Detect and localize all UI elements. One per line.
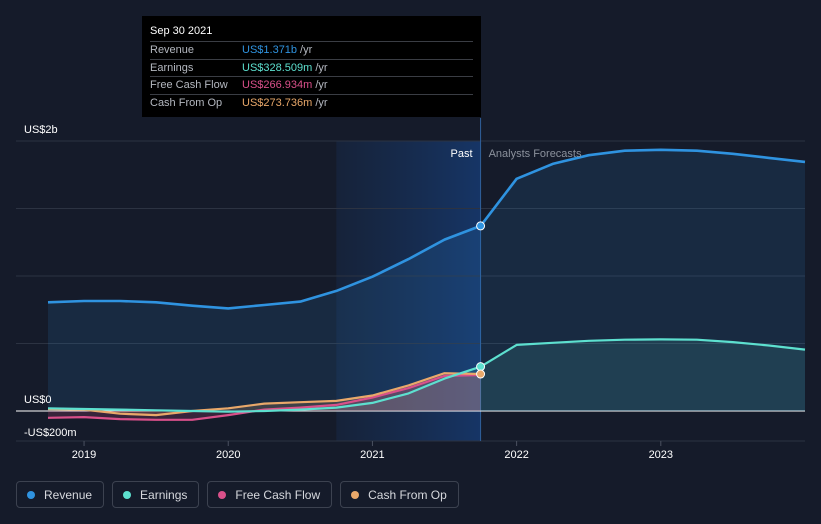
tooltip-row-earnings: Earnings US$328.509m /yr: [150, 58, 473, 77]
tooltip-value: US$273.736m: [242, 96, 313, 109]
tooltip-label: Revenue: [150, 44, 195, 56]
earnings-line: [47, 338, 806, 413]
past-highlight-band: [336, 141, 481, 441]
x-tick-label: 2021: [360, 449, 384, 461]
x-tick-label: 2020: [216, 449, 240, 461]
legend-label: Revenue: [44, 487, 93, 502]
data-tooltip: Sep 30 2021 Revenue US$1.371b /yr Earnin…: [142, 16, 481, 117]
tooltip-value: US$1.371b: [242, 44, 298, 56]
tooltip-value: US$266.934m: [242, 79, 313, 91]
tooltip-unit: /yr: [315, 61, 328, 74]
tooltip-unit: /yr: [315, 96, 328, 109]
series-areas: [48, 149, 805, 420]
cash-from-op-area: [48, 373, 481, 416]
tooltip-row-free-cash-flow: Free Cash Flow US$266.934m /yr: [150, 76, 473, 94]
revenue-line: [47, 148, 806, 310]
revenue-point: [476, 221, 486, 231]
tooltip-value: US$328.509m: [242, 61, 313, 74]
earnings-area: [48, 339, 805, 412]
axis-labels: Past Analysts Forecasts US$2b US$0 -US$200m 2…: [24, 124, 673, 461]
gridlines: [16, 118, 805, 446]
tooltip-unit: /yr: [315, 79, 328, 91]
x-tick-label: 2022: [504, 449, 528, 461]
legend-label: Cash From Op: [368, 487, 447, 502]
earnings-point: [476, 362, 486, 372]
legend-dot-icon: [218, 490, 227, 499]
legend-label: Earnings: [140, 487, 188, 502]
x-tick-label: 2019: [72, 449, 96, 461]
legend-label: Free Cash Flow: [235, 487, 321, 502]
cash-from-op-point: [476, 369, 486, 379]
series-markers: [476, 221, 486, 379]
tooltip-label: Earnings: [150, 61, 194, 74]
chart-legend: Revenue Earnings Free Cash Flow Cash Fro…: [16, 481, 467, 508]
tooltip-row-cash-from-op: Cash From Op US$273.736m /yr: [150, 93, 473, 112]
tooltip-label: Cash From Op: [150, 96, 223, 109]
legend-dot-icon: [123, 490, 132, 499]
legend-item-revenue[interactable]: Revenue: [16, 481, 105, 508]
legend-item-cash-from-op[interactable]: Cash From Op: [340, 481, 459, 508]
x-tick-label: 2023: [649, 449, 673, 461]
forecast-label: Analysts Forecasts: [489, 148, 582, 160]
legend-item-earnings[interactable]: Earnings: [112, 481, 200, 508]
free-cash-flow-line: [47, 373, 481, 421]
cash-from-op-line: [47, 372, 481, 417]
legend-dot-icon: [351, 490, 360, 499]
tooltip-date: Sep 30 2021: [150, 25, 213, 37]
legend-item-free-cash-flow[interactable]: Free Cash Flow: [207, 481, 333, 508]
y-tick-label: -US$200m: [24, 427, 77, 439]
tooltip-unit: /yr: [300, 44, 313, 56]
tooltip-label: Free Cash Flow: [150, 79, 228, 91]
tooltip-row-revenue: Revenue US$1.371b /yr: [150, 41, 473, 59]
revenue-area: [48, 149, 805, 412]
y-tick-label: US$2b: [24, 124, 58, 136]
chart-canvas: Past Analysts Forecasts US$2b US$0 -US$200m 2…: [16, 118, 806, 461]
free-cash-flow-area: [48, 375, 481, 420]
y-tick-label: US$0: [24, 394, 52, 406]
series-lines: [47, 148, 806, 421]
past-label: Past: [451, 148, 473, 160]
legend-dot-icon: [27, 490, 35, 499]
